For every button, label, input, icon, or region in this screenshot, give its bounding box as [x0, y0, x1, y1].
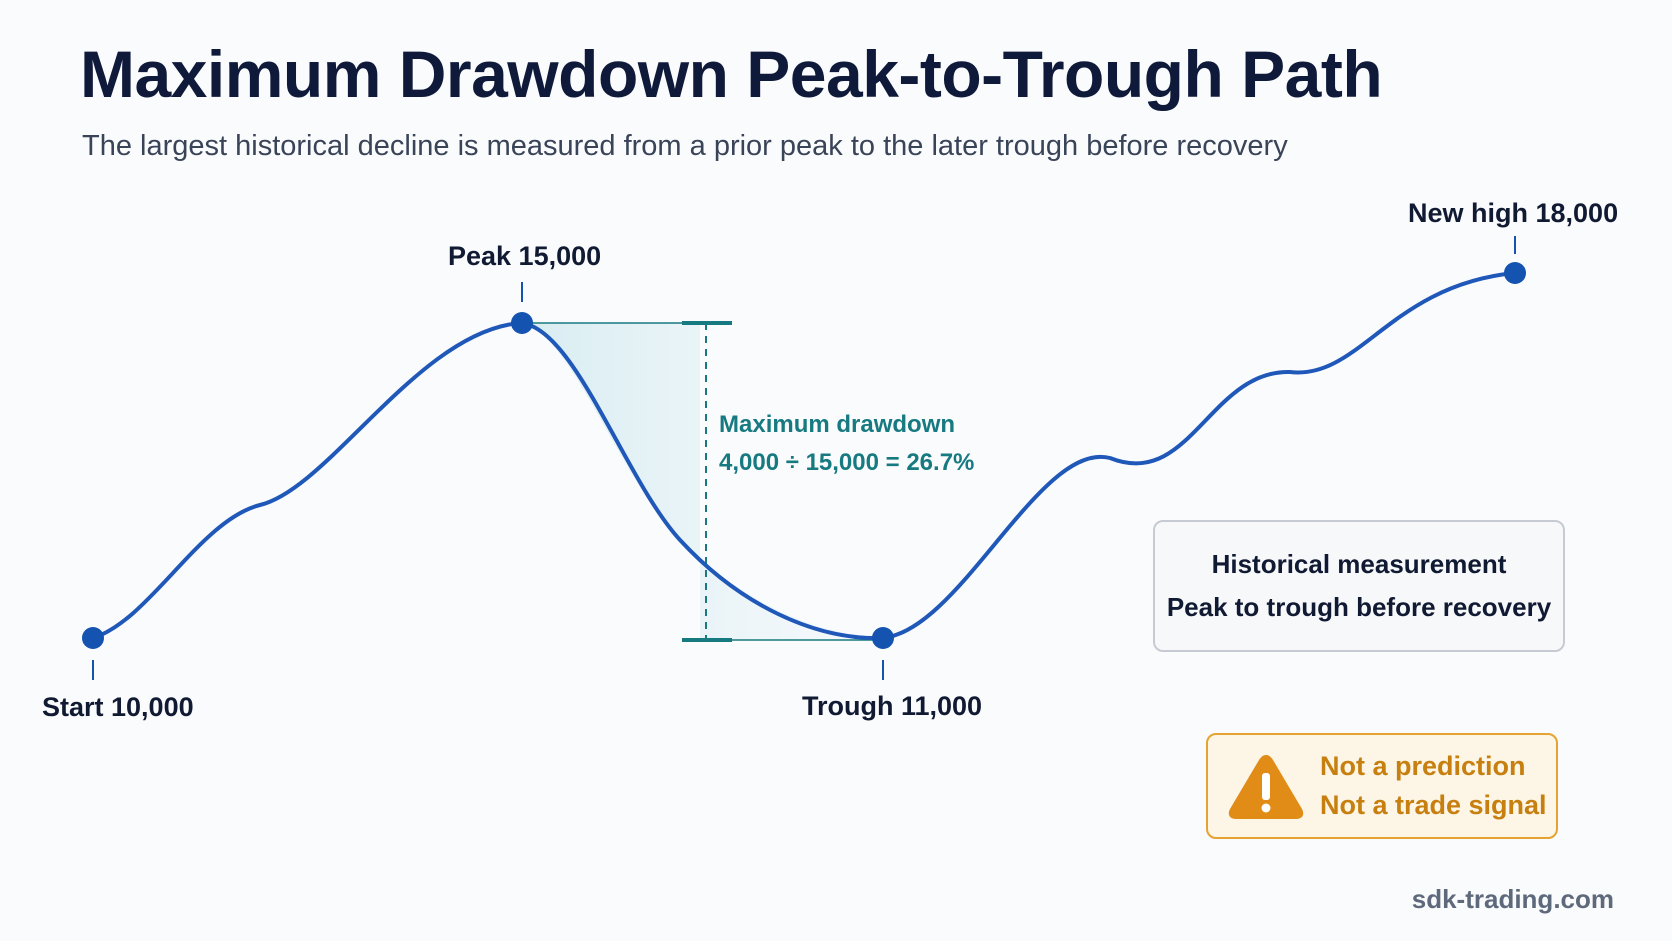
price-line: [91, 271, 1517, 641]
data-point: [511, 312, 533, 334]
data-point: [872, 627, 894, 649]
drawdown-label: Maximum drawdown: [719, 411, 955, 438]
new-high-label: New high 18,000: [1408, 198, 1618, 228]
chart-title: Maximum Drawdown Peak-to-Trough Path: [80, 37, 1383, 111]
warning-line-1: Not a prediction: [1320, 751, 1526, 781]
data-point: [82, 627, 104, 649]
data-point: [1504, 262, 1526, 284]
peak-label: Peak 15,000: [448, 241, 601, 271]
start-label: Start 10,000: [42, 692, 194, 722]
chart-subtitle: The largest historical decline is measur…: [82, 130, 1288, 162]
info-line-1: Historical measurement: [1211, 549, 1507, 579]
site-watermark: sdk-trading.com: [1411, 884, 1614, 914]
trough-label: Trough 11,000: [802, 691, 982, 721]
disclaimer-box: Not a prediction Not a trade signal: [1206, 733, 1558, 839]
warning-triangle-icon: [1228, 755, 1304, 819]
drawdown-formula: 4,000 ÷ 15,000 = 26.7%: [719, 449, 974, 476]
drawdown-shade: [521, 323, 880, 640]
historical-measurement-box: Historical measurement Peak to trough be…: [1153, 520, 1565, 652]
info-line-2: Peak to trough before recovery: [1166, 592, 1552, 622]
warning-line-2: Not a trade signal: [1320, 790, 1547, 820]
